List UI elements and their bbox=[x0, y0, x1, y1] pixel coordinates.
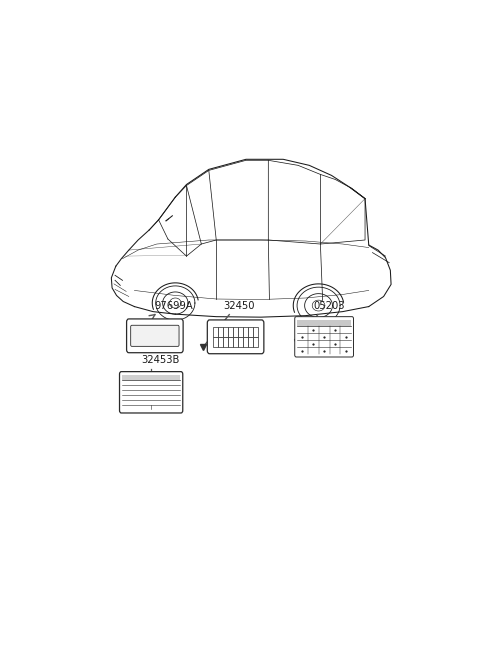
Bar bbox=[248, 327, 253, 337]
Bar bbox=[248, 337, 253, 346]
FancyBboxPatch shape bbox=[207, 320, 264, 354]
Text: 32453B: 32453B bbox=[141, 355, 180, 365]
Bar bbox=[238, 337, 243, 346]
Bar bbox=[218, 327, 223, 337]
Bar bbox=[233, 337, 238, 346]
Bar bbox=[297, 320, 351, 326]
Bar bbox=[233, 327, 238, 337]
Bar bbox=[218, 337, 223, 346]
FancyBboxPatch shape bbox=[127, 319, 183, 352]
Bar bbox=[213, 337, 218, 346]
Bar bbox=[243, 337, 248, 346]
Bar bbox=[243, 327, 248, 337]
Bar bbox=[253, 327, 258, 337]
FancyBboxPatch shape bbox=[295, 316, 353, 357]
Bar bbox=[223, 327, 228, 337]
Text: 97699A: 97699A bbox=[155, 301, 193, 310]
FancyBboxPatch shape bbox=[131, 326, 179, 346]
Bar bbox=[228, 337, 233, 346]
Bar bbox=[228, 327, 233, 337]
FancyBboxPatch shape bbox=[120, 371, 183, 413]
Bar bbox=[223, 337, 228, 346]
Bar bbox=[213, 327, 218, 337]
Bar bbox=[122, 375, 180, 381]
Bar bbox=[253, 337, 258, 346]
Text: 32450: 32450 bbox=[224, 301, 255, 310]
Bar bbox=[238, 327, 243, 337]
Text: 05203: 05203 bbox=[313, 301, 345, 310]
